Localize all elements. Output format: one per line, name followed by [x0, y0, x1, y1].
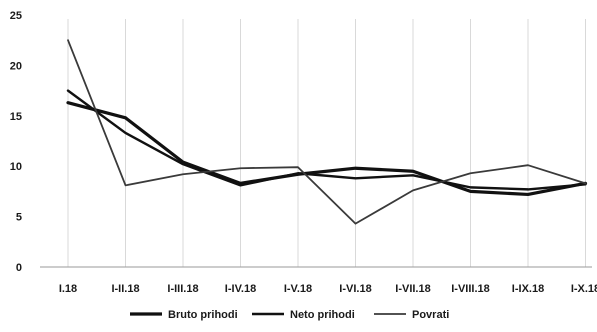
x-tick-label: I-VII.18 — [395, 283, 430, 295]
x-tick-label: I-III.18 — [167, 283, 198, 295]
x-tick-label: I-II.18 — [111, 283, 139, 295]
legend: Bruto prihodi Neto prihodi Povrati — [130, 309, 449, 321]
y-tick-label: 0 — [16, 262, 22, 274]
series-line-bruto-prihodi — [66, 101, 588, 197]
x-tick-label: I-X.18 — [571, 283, 597, 295]
y-tick-label: 20 — [10, 60, 22, 72]
series-line-povrati — [67, 39, 587, 225]
series-lines — [66, 39, 588, 225]
x-tick-label: I-VIII.18 — [451, 283, 490, 295]
y-axis-tick-labels: 0 5 10 15 20 25 — [10, 10, 22, 274]
y-tick-label: 15 — [10, 111, 22, 123]
x-tick-label: I.18 — [59, 283, 77, 295]
legend-label: Povrati — [412, 309, 449, 321]
legend-label: Bruto prihodi — [168, 309, 238, 321]
y-tick-label: 25 — [10, 10, 22, 22]
y-tick-label: 5 — [16, 212, 22, 224]
y-tick-label: 10 — [10, 161, 22, 173]
legend-label: Neto prihodi — [290, 309, 355, 321]
series-line-neto-prihodi — [66, 89, 587, 191]
x-tick-label: I-V.18 — [284, 283, 312, 295]
x-tick-label: I-IX.18 — [512, 283, 544, 295]
x-axis-tick-labels: I.18 I-II.18 I-III.18 I-IV.18 I-V.18 I-VI.18 I… — [59, 283, 597, 295]
vertical-gridlines — [67, 19, 586, 267]
x-tick-label: I-IV.18 — [225, 283, 256, 295]
x-tick-label: I-VI.18 — [339, 283, 371, 295]
